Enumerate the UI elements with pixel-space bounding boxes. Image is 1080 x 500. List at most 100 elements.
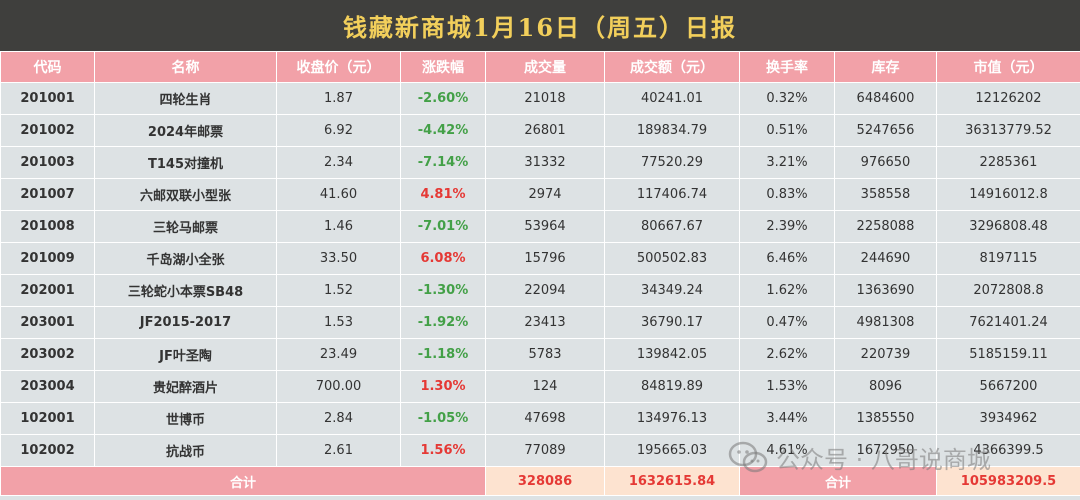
cell-cap: 8197115 [936,242,1080,275]
cell-cap: 12126202 [936,82,1080,115]
report-table: 代码 名称 收盘价（元） 涨跌幅 成交量 成交额（元） 换手率 库存 市值（元）… [0,51,1080,496]
table-body: 201001 四轮生肖 1.87 -2.60% 21018 40241.01 0.32% 64… [0,82,1080,467]
column-header-amount: 成交额（元） [604,51,740,83]
cell-name: 世博币 [94,402,277,435]
column-header-stock: 库存 [834,51,937,83]
cell-cap: 3934962 [936,402,1080,435]
cell-change: -1.18% [400,338,486,371]
cell-change: 6.08% [400,242,486,275]
cell-close: 700.00 [276,370,401,403]
cell-stock: 1363690 [834,274,937,307]
table-header: 代码 名称 收盘价（元） 涨跌幅 成交量 成交额（元） 换手率 库存 市值（元） [0,51,1080,83]
cell-amount: 36790.17 [604,306,740,339]
table-footer: 合计 328086 1632615.84 合计 105983209.5 [0,466,1080,496]
cell-close: 1.52 [276,274,401,307]
cell-volume: 5783 [485,338,605,371]
table-row: 102002 抗战币 2.61 1.56% 77089 195665.03 4.61% 167… [0,434,1080,467]
cell-name: 三轮马邮票 [94,210,277,243]
table-row: 201008 三轮马邮票 1.46 -7.01% 53964 80667.67 2.39% 2… [0,210,1080,243]
totals-volume: 328086 [485,466,605,496]
table-row: 201007 六邮双联小型张 41.60 4.81% 2974 117406.74 0.83… [0,178,1080,211]
cell-name: 贵妃醉酒片 [94,370,277,403]
cell-stock: 6484600 [834,82,937,115]
table-row: 102001 世博币 2.84 -1.05% 47698 134976.13 3.44% 13… [0,402,1080,435]
cell-name: 三轮蛇小本票SB48 [94,274,277,307]
cell-change: -7.14% [400,146,486,179]
header-row: 代码 名称 收盘价（元） 涨跌幅 成交量 成交额（元） 换手率 库存 市值（元） [0,51,1080,83]
totals-label: 合计 [0,466,486,496]
title-bar: 钱藏新商城1月16日（周五）日报 [0,0,1080,51]
cell-change: 1.30% [400,370,486,403]
column-header-code: 代码 [0,51,95,83]
cell-volume: 77089 [485,434,605,467]
cell-volume: 31332 [485,146,605,179]
cell-volume: 21018 [485,82,605,115]
cell-code: 102001 [0,402,95,435]
table-row: 203002 JF叶圣陶 23.49 -1.18% 5783 139842.05 2.62%… [0,338,1080,371]
cell-cap: 2285361 [936,146,1080,179]
column-header-volume: 成交量 [485,51,605,83]
cell-amount: 134976.13 [604,402,740,435]
cell-turnover: 3.44% [739,402,835,435]
column-header-change: 涨跌幅 [400,51,486,83]
totals-row: 合计 328086 1632615.84 合计 105983209.5 [0,466,1080,496]
cell-code: 201003 [0,146,95,179]
cell-close: 6.92 [276,114,401,147]
cell-volume: 47698 [485,402,605,435]
cell-change: -1.92% [400,306,486,339]
cell-amount: 500502.83 [604,242,740,275]
cell-stock: 1385550 [834,402,937,435]
cell-amount: 189834.79 [604,114,740,147]
cell-code: 102002 [0,434,95,467]
cell-turnover: 3.21% [739,146,835,179]
cell-code: 201001 [0,82,95,115]
cell-change: -1.30% [400,274,486,307]
cell-turnover: 2.39% [739,210,835,243]
cell-amount: 84819.89 [604,370,740,403]
cell-turnover: 0.83% [739,178,835,211]
cell-stock: 976650 [834,146,937,179]
cell-cap: 7621401.24 [936,306,1080,339]
cell-cap: 5185159.11 [936,338,1080,371]
totals-label-2: 合计 [739,466,937,496]
cell-name: JF2015-2017 [94,306,277,339]
cell-volume: 124 [485,370,605,403]
table-row: 201009 千岛湖小全张 33.50 6.08% 15796 500502.83 6.46… [0,242,1080,275]
cell-amount: 195665.03 [604,434,740,467]
cell-stock: 220739 [834,338,937,371]
cell-close: 1.53 [276,306,401,339]
totals-cap: 105983209.5 [936,466,1080,496]
cell-turnover: 0.32% [739,82,835,115]
cell-code: 202001 [0,274,95,307]
cell-cap: 2072808.8 [936,274,1080,307]
cell-code: 201008 [0,210,95,243]
cell-stock: 8096 [834,370,937,403]
cell-amount: 40241.01 [604,82,740,115]
cell-change: -7.01% [400,210,486,243]
cell-volume: 23413 [485,306,605,339]
cell-change: -1.05% [400,402,486,435]
cell-change: 4.81% [400,178,486,211]
cell-close: 23.49 [276,338,401,371]
cell-amount: 139842.05 [604,338,740,371]
cell-amount: 117406.74 [604,178,740,211]
table-row: 203004 贵妃醉酒片 700.00 1.30% 124 84819.89 1.53% 80… [0,370,1080,403]
cell-change: -2.60% [400,82,486,115]
cell-cap: 3296808.48 [936,210,1080,243]
cell-stock: 5247656 [834,114,937,147]
table-row: 203001 JF2015-2017 1.53 -1.92% 23413 36790.17… [0,306,1080,339]
cell-turnover: 6.46% [739,242,835,275]
cell-code: 203004 [0,370,95,403]
cell-name: JF叶圣陶 [94,338,277,371]
cell-amount: 77520.29 [604,146,740,179]
totals-amount: 1632615.84 [604,466,740,496]
cell-turnover: 1.53% [739,370,835,403]
column-header-close: 收盘价（元） [276,51,401,83]
column-header-cap: 市值（元） [936,51,1080,83]
cell-amount: 34349.24 [604,274,740,307]
cell-volume: 15796 [485,242,605,275]
cell-change: -4.42% [400,114,486,147]
cell-cap: 36313779.52 [936,114,1080,147]
cell-volume: 26801 [485,114,605,147]
cell-cap: 14916012.8 [936,178,1080,211]
